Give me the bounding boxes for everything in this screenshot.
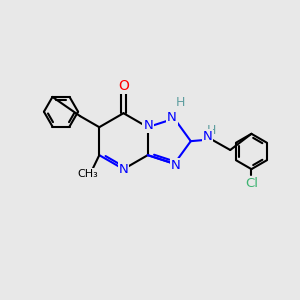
Text: N: N <box>167 111 177 124</box>
Text: Cl: Cl <box>245 177 258 190</box>
Text: CH₃: CH₃ <box>78 169 99 179</box>
Text: N: N <box>143 119 153 132</box>
Text: O: O <box>118 79 129 93</box>
Text: H: H <box>207 124 216 137</box>
Text: N: N <box>203 130 212 143</box>
Text: N: N <box>118 163 128 176</box>
Text: N: N <box>171 159 181 172</box>
Text: H: H <box>176 96 185 109</box>
